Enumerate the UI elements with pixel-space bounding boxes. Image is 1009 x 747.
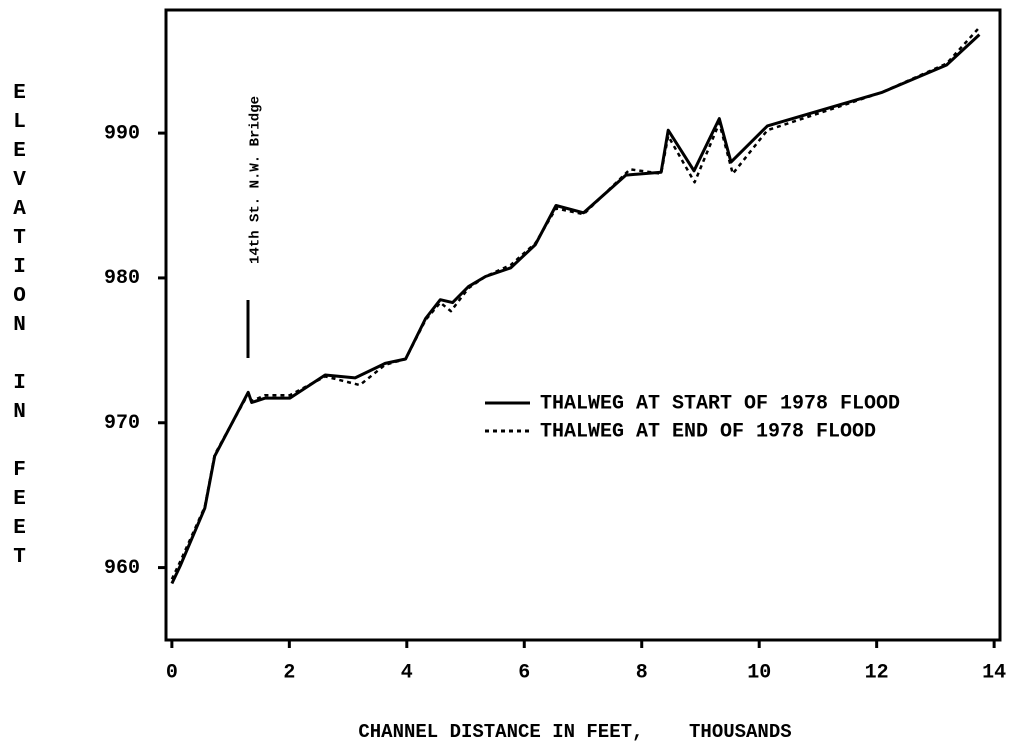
annotation: 14th St. N.W. Bridge [248, 96, 264, 264]
legend-label: THALWEG AT END OF 1978 FLOOD [540, 420, 876, 443]
y-tick-label: 980 [104, 267, 140, 290]
plot-frame [164, 8, 1002, 642]
y-axis-label: ELEVATION IN FEET [8, 82, 31, 575]
x-tick-label: 12 [865, 661, 889, 684]
x-tick-label: 0 [166, 661, 178, 684]
y-tick-label: 960 [104, 557, 140, 580]
y-tick-label: 970 [104, 412, 140, 435]
x-tick-label: 8 [636, 661, 648, 684]
x-tick-label: 10 [747, 661, 771, 684]
x-tick-label: 2 [283, 661, 295, 684]
y-tick-label: 990 [104, 122, 140, 145]
x-tick-label: 4 [401, 661, 413, 684]
legend-label: THALWEG AT START OF 1978 FLOOD [540, 392, 900, 415]
series-line [170, 26, 981, 580]
series-line [170, 33, 981, 585]
x-axis-label: CHANNEL DISTANCE IN FEET, THOUSANDS [358, 721, 791, 743]
x-tick-label: 6 [518, 661, 530, 684]
x-tick-label: 14 [982, 661, 1006, 684]
